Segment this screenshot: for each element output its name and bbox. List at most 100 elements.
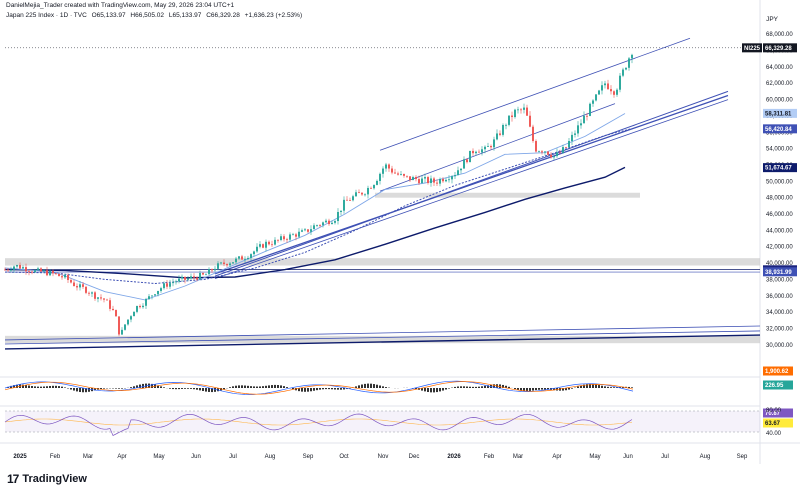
candle-body xyxy=(265,241,267,248)
candle-body xyxy=(394,172,396,174)
macd-hist-bar xyxy=(526,388,528,392)
macd-hist-bar xyxy=(22,384,24,388)
macd-hist-bar xyxy=(79,388,81,393)
candle-body xyxy=(274,239,276,245)
macd-hist-bar xyxy=(298,388,300,392)
macd-hist-bar xyxy=(529,388,531,391)
candle-body xyxy=(28,271,30,273)
candle-body xyxy=(370,187,372,189)
candle-body xyxy=(202,273,204,275)
rsi-tick-label: 80.00 xyxy=(766,408,782,414)
open-value: O65,133.97 xyxy=(91,12,126,19)
y-tick-label: 36,000.00 xyxy=(766,294,793,300)
y-tick-label: 46,000.00 xyxy=(766,212,793,218)
macd-hist-bar xyxy=(475,386,477,388)
y-tick-label: 50,000.00 xyxy=(766,179,793,185)
brand-name: TradingView xyxy=(22,473,87,485)
candle-body xyxy=(109,300,111,309)
candle-body xyxy=(103,298,105,300)
macd-hist-bar xyxy=(241,385,243,388)
candle-body xyxy=(397,173,399,175)
macd-hist-bar xyxy=(139,384,141,388)
indicator-badge: 226.95 xyxy=(763,380,793,390)
macd-hist-bar xyxy=(280,385,282,388)
rsi-band xyxy=(5,411,760,432)
candle-body xyxy=(211,269,213,271)
candle-body xyxy=(10,269,12,271)
macd-hist-bar xyxy=(88,388,90,392)
candle-body xyxy=(463,159,465,169)
close-value: C66,329.28 xyxy=(206,12,240,19)
indicator-badge-value: 226.95 xyxy=(765,383,784,389)
candle-body xyxy=(136,305,138,312)
candle-body xyxy=(460,168,462,171)
macd-hist-bar xyxy=(481,386,483,388)
macd-hist-bar xyxy=(202,388,204,392)
macd-hist-bar xyxy=(253,386,255,388)
macd-hist-bar xyxy=(373,384,375,388)
candle-body xyxy=(295,234,297,237)
candle-body xyxy=(121,329,123,335)
price-badge: 56,420.84 xyxy=(763,124,797,134)
macd-hist-bar xyxy=(181,388,183,389)
macd-hist-bar xyxy=(382,386,384,388)
macd-hist-bar xyxy=(592,384,594,388)
candles-group xyxy=(4,53,633,337)
candle-body xyxy=(427,177,429,184)
support-zone xyxy=(375,192,640,198)
candle-body xyxy=(85,286,87,293)
candle-body xyxy=(358,192,360,194)
candle-body xyxy=(79,284,81,288)
candle-body xyxy=(604,83,606,86)
candle-body xyxy=(64,274,66,278)
macd-hist-bar xyxy=(58,386,60,388)
macd-hist-bar xyxy=(187,388,189,389)
macd-hist-bar xyxy=(571,388,573,389)
candle-body xyxy=(163,283,165,289)
tradingview-logo-icon: 17 xyxy=(7,472,19,486)
candle-body xyxy=(544,151,546,153)
candle-body xyxy=(70,280,72,283)
candle-body xyxy=(391,168,393,173)
candle-body xyxy=(622,69,624,76)
candle-body xyxy=(361,192,363,195)
candle-body xyxy=(73,282,75,287)
tradingview-brand[interactable]: 17 TradingView xyxy=(7,472,87,486)
macd-hist-bar xyxy=(502,384,504,388)
candle-body xyxy=(49,270,51,276)
price-badge-bg xyxy=(763,163,797,173)
candle-body xyxy=(415,177,417,180)
macd-hist-bar xyxy=(535,388,537,391)
candle-body xyxy=(472,150,474,154)
support-trendline xyxy=(214,99,729,279)
macd-hist-bar xyxy=(178,388,180,390)
indicator-badge-bg xyxy=(763,366,793,376)
candle-body xyxy=(82,284,84,287)
price-badge-value: 58,311.81 xyxy=(765,111,792,117)
price-badge-bg xyxy=(763,124,797,134)
candle-body xyxy=(349,200,351,201)
candle-body xyxy=(490,146,492,148)
candle-body xyxy=(310,229,312,232)
candle-body xyxy=(190,276,192,279)
candle-body xyxy=(142,305,144,308)
macd-hist-bar xyxy=(193,388,195,390)
macd-hist-bar xyxy=(151,383,153,388)
candle-body xyxy=(184,276,186,280)
candle-body xyxy=(205,274,207,276)
candle-body xyxy=(625,67,627,70)
candle-body xyxy=(595,94,597,101)
macd-hist-bar xyxy=(73,388,75,391)
macd-hist-bar xyxy=(445,388,447,390)
candle-body xyxy=(169,283,171,287)
x-tick-label: Sep xyxy=(303,454,314,460)
macd-hist-bar xyxy=(523,388,525,392)
macd-hist-bar xyxy=(286,387,288,388)
macd-hist-bar xyxy=(367,383,369,388)
macd-hist-bar xyxy=(580,385,582,388)
symbol-label[interactable]: Japan 225 Index · 1D · TVC xyxy=(6,12,87,19)
candle-body xyxy=(319,225,321,226)
macd-hist-bar xyxy=(313,388,315,391)
candle-body xyxy=(532,126,534,142)
price-badge-bg xyxy=(763,43,797,53)
